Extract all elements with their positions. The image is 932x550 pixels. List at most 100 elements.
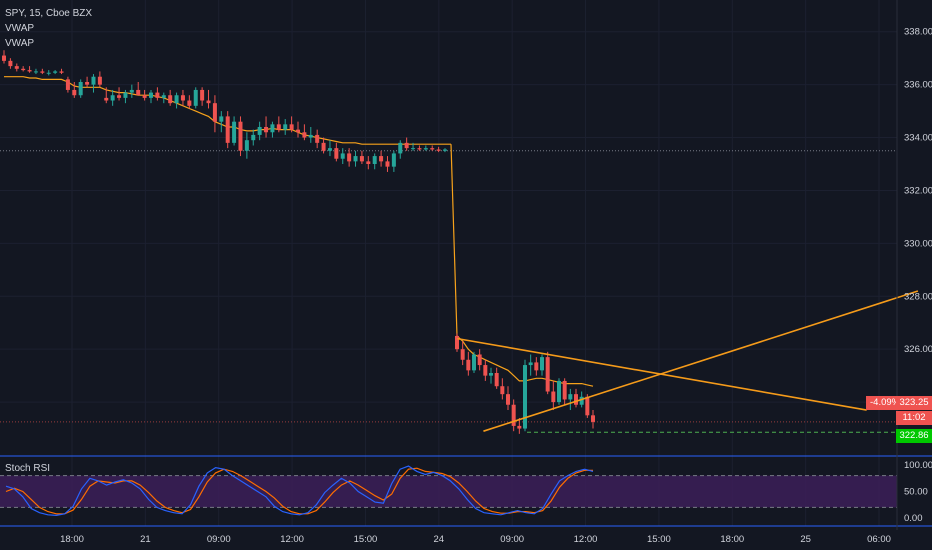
change-percent-tag: -4.09%: [866, 396, 905, 410]
candle-body: [257, 126, 262, 135]
candle-body: [366, 161, 371, 165]
candle-body: [466, 359, 471, 371]
stoch-d-line: [5, 467, 593, 515]
candle-body: [46, 72, 51, 74]
candle-body: [142, 95, 147, 98]
candle-body: [168, 95, 173, 104]
candle-body: [574, 394, 578, 405]
candles: [2, 50, 595, 434]
candle-body: [225, 116, 230, 143]
vwap-label-2[interactable]: VWAP: [5, 38, 35, 49]
stoch-rsi-series: [5, 465, 594, 517]
candle-body: [21, 68, 26, 71]
time-tick-label: 12:00: [574, 534, 598, 545]
time-tick-label: 21: [140, 534, 151, 545]
candle-body: [206, 100, 211, 104]
candle-body: [562, 380, 567, 400]
countdown-tag: 11:02: [896, 411, 932, 425]
stoch-tick-label: 100.00: [904, 460, 932, 471]
price-tick-label: 338.00: [904, 27, 932, 38]
candle-body: [353, 156, 358, 162]
time-tick-label: 18:00: [60, 534, 84, 545]
candle-body: [296, 129, 300, 133]
price-tick-label: 334.00: [904, 133, 932, 144]
candle-body: [53, 71, 58, 73]
grid-lines: [0, 0, 897, 526]
candle-body: [155, 92, 160, 98]
time-axis: 18:00 21 09:00 12:00 15:00 24 09:00 12:00 15:00 1…: [60, 534, 891, 545]
time-tick-label: 12:00: [280, 534, 304, 545]
green-level-tag: 322.86: [896, 429, 932, 443]
time-tick-label: 15:00: [647, 534, 671, 545]
candle-body: [110, 95, 115, 101]
price-tick-label: 336.00: [904, 80, 932, 91]
candle-body: [117, 95, 122, 98]
candle-body: [334, 148, 339, 159]
time-tick-label: 06:00: [867, 534, 891, 545]
candle-body: [557, 380, 561, 403]
candle-body: [238, 121, 243, 151]
candle-body: [483, 365, 488, 376]
candle-body: [579, 396, 584, 405]
candle-body: [506, 394, 510, 405]
time-tick-label: 09:00: [207, 534, 231, 545]
vwap-label-1[interactable]: VWAP: [5, 23, 35, 34]
candle-body: [161, 95, 166, 98]
candle-body: [244, 140, 249, 151]
time-tick-label: 09:00: [500, 534, 524, 545]
candle-body: [14, 66, 19, 69]
candle-body: [72, 89, 77, 96]
candle-body: [545, 357, 550, 392]
candle-body: [302, 132, 307, 138]
symbol-label[interactable]: SPY, 15, Cboe BZX: [5, 8, 93, 19]
stoch-k-line: [5, 465, 594, 517]
candle-body: [270, 124, 275, 133]
candle-body: [540, 357, 544, 371]
candle-body: [340, 153, 345, 159]
price-tick-label: 326.00: [904, 344, 932, 355]
candle-body: [187, 100, 192, 106]
candle-body: [27, 70, 32, 72]
candle-body: [85, 82, 90, 85]
candle-body: [308, 134, 313, 138]
candle-body: [174, 95, 179, 104]
candle-body: [219, 116, 224, 122]
time-tick-label: 25: [800, 534, 811, 545]
candle-body: [200, 89, 205, 101]
price-tick-label: 332.00: [904, 185, 932, 196]
candle-body: [489, 372, 493, 376]
candle-body: [78, 82, 83, 96]
candle-body: [372, 156, 377, 165]
candle-body: [523, 365, 527, 429]
candle-body: [212, 103, 217, 122]
candle-body: [551, 391, 556, 403]
candle-body: [8, 60, 13, 67]
candle-body: [443, 149, 447, 151]
candle-body: [379, 156, 384, 162]
prior-close-line: [0, 150, 897, 423]
candle-body: [33, 71, 38, 73]
candle-body: [511, 404, 516, 426]
candle-body: [232, 121, 237, 143]
stoch-rsi-label[interactable]: Stoch RSI: [5, 463, 51, 474]
last-price-tag: 323.25: [896, 396, 932, 410]
rsi-band: [0, 475, 897, 508]
candle-body: [455, 335, 459, 350]
vwap-connector: [450, 144, 458, 336]
candle-body: [500, 386, 505, 395]
candle-body: [283, 124, 288, 130]
candle-body: [180, 95, 185, 101]
candle-body: [494, 372, 499, 387]
candle-body: [321, 142, 326, 151]
candle-body: [264, 126, 269, 133]
chart-legend: SPY, 15, Cboe BZX VWAP VWAP: [5, 6, 92, 51]
stoch-band-fill: [0, 475, 897, 508]
candle-body: [129, 89, 134, 93]
candle-body: [411, 148, 416, 150]
candle-body: [347, 153, 352, 162]
price-axis: 324.00326.00328.00330.00332.00334.00336.…: [904, 27, 932, 524]
candle-body: [568, 394, 573, 400]
candle-body: [404, 142, 409, 149]
candle-body: [91, 76, 96, 85]
